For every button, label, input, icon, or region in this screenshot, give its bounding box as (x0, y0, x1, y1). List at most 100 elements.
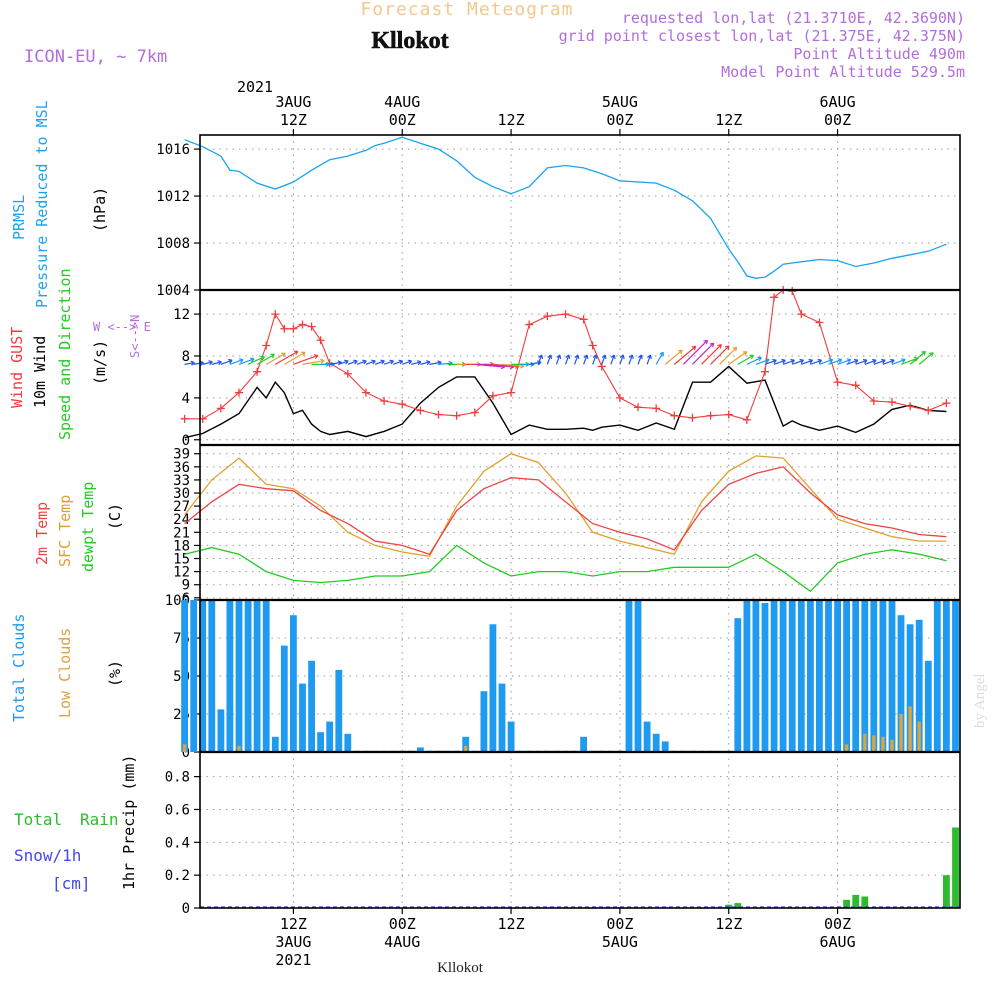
low-cloud-bar (863, 733, 867, 752)
total-cloud-bar (797, 600, 805, 752)
bottom-time-label: 3AUG (275, 933, 311, 951)
gust-marker (298, 320, 307, 329)
total-cloud-bar (816, 600, 823, 752)
meteogram-title: Forecast Meteogram (360, 0, 573, 20)
wind-speeddir-label: Speed and Direction (56, 268, 74, 440)
wind-arrow (184, 360, 195, 366)
wind-arrow (302, 358, 325, 365)
total-cloud-bar (417, 747, 424, 752)
wind-arrow (592, 354, 598, 365)
top-time-label: 12Z (280, 111, 307, 129)
dewpt-series (184, 544, 947, 593)
gust-marker (271, 310, 280, 319)
total-cloud-bar (897, 615, 905, 752)
low-cloud-bar (182, 744, 187, 752)
total-cloud-bar (507, 721, 515, 752)
wind-arrow (918, 352, 934, 365)
total-cloud-bar (480, 691, 488, 752)
wind-labels: Wind GUST 10m Wind Speed and Direction (… (8, 268, 151, 440)
total-cloud-bar (807, 600, 814, 752)
gust-marker (579, 315, 588, 324)
wind-arrow (274, 350, 299, 365)
total-cloud-bar (217, 709, 225, 752)
wind-arrow (764, 358, 777, 365)
bottom-time-label: 00Z (824, 915, 851, 933)
top-time-label: 00Z (824, 111, 851, 129)
total-cloud-bar (915, 619, 923, 752)
wind-arrow (220, 358, 233, 365)
total-cloud-bar (253, 600, 261, 752)
gust-marker (416, 406, 425, 415)
total-cloud-bar (888, 600, 896, 752)
wind-arrow (682, 339, 709, 365)
gust-marker (180, 414, 189, 423)
prmsl-label: PRMSL (10, 195, 28, 240)
wind-arrow (365, 359, 376, 365)
total-cloud-bar (861, 600, 869, 752)
rain-bar (861, 896, 869, 908)
rain-bar (843, 899, 850, 908)
low-cloud-bar (237, 745, 241, 752)
wind-arrow (755, 358, 770, 365)
pressure-ytick-label: 1004 (156, 283, 190, 299)
outer-frame (199, 134, 961, 909)
wind-10m-label: 10m Wind (31, 336, 49, 408)
total-cloud-bar (580, 736, 587, 752)
clouds-ytick-label: 0 (182, 745, 190, 761)
wind-arrow (420, 360, 431, 366)
pressure-unit-label: (hPa) (91, 187, 109, 232)
temperature-ytick-label: 21 (173, 525, 190, 541)
wind-arrow (819, 358, 834, 365)
rain-bar (725, 904, 733, 908)
temperature-ytick-label: 24 (173, 512, 190, 528)
total-cloud-bar (235, 600, 243, 752)
wind-arrow (773, 358, 786, 365)
total-cloud-bar (317, 732, 324, 752)
total-cloud-bar (643, 721, 651, 752)
rain-bar (943, 875, 950, 908)
top-time-label: 00Z (606, 111, 633, 129)
low-cloud-bar (890, 739, 894, 752)
total-cloud-bar (489, 624, 497, 752)
precip-total-label: Total (14, 810, 62, 829)
total-cloud-bar (788, 600, 796, 752)
wind-arrow (846, 358, 859, 365)
total-cloud-bar (208, 600, 216, 752)
wind-arrow (265, 352, 286, 365)
total-cloud-bar (779, 600, 787, 752)
wind-arrow (211, 360, 222, 366)
total-cloud-bar (933, 600, 941, 752)
cloud-labels: Total Clouds Low Clouds (%) (10, 614, 124, 722)
total-cloud-bar (498, 683, 506, 752)
low-cloud-bar (917, 721, 921, 752)
total-cloud-bar (770, 600, 778, 752)
precipitation-ytick-label: 0.4 (165, 835, 190, 851)
total-cloud-bar (462, 736, 470, 752)
wind-arrow (710, 345, 730, 365)
precipitation-ytick-label: 0.8 (165, 770, 190, 786)
precip-snow-unit: [cm] (52, 874, 91, 893)
temp-labels: 2m Temp SFC Temp dewpt Temp (C) (33, 482, 124, 572)
wind-arrow (792, 358, 804, 365)
gust-marker (234, 388, 243, 397)
gust-marker (307, 322, 316, 331)
gust-marker (851, 381, 860, 390)
total-cloud-bar (344, 733, 352, 752)
bottom-time-label: 2021 (275, 951, 311, 969)
wind-arrow (646, 354, 652, 365)
wind-arrow (737, 354, 754, 365)
gust-marker (634, 403, 643, 412)
low-clouds-label: Low Clouds (56, 628, 74, 718)
gust-marker (833, 378, 842, 387)
low-cloud-bar (844, 744, 849, 752)
wind-arrow (855, 358, 868, 365)
wind-ytick-label: 12 (173, 307, 190, 323)
top-time-label: 6AUG (820, 93, 856, 111)
wind-arrow (564, 354, 571, 365)
gust-marker (361, 388, 370, 397)
pressure-ytick-label: 1008 (156, 236, 190, 252)
wind-ytick-label: 8 (182, 349, 190, 365)
model-altitude: Model Point Altitude 529.5m (721, 63, 965, 81)
